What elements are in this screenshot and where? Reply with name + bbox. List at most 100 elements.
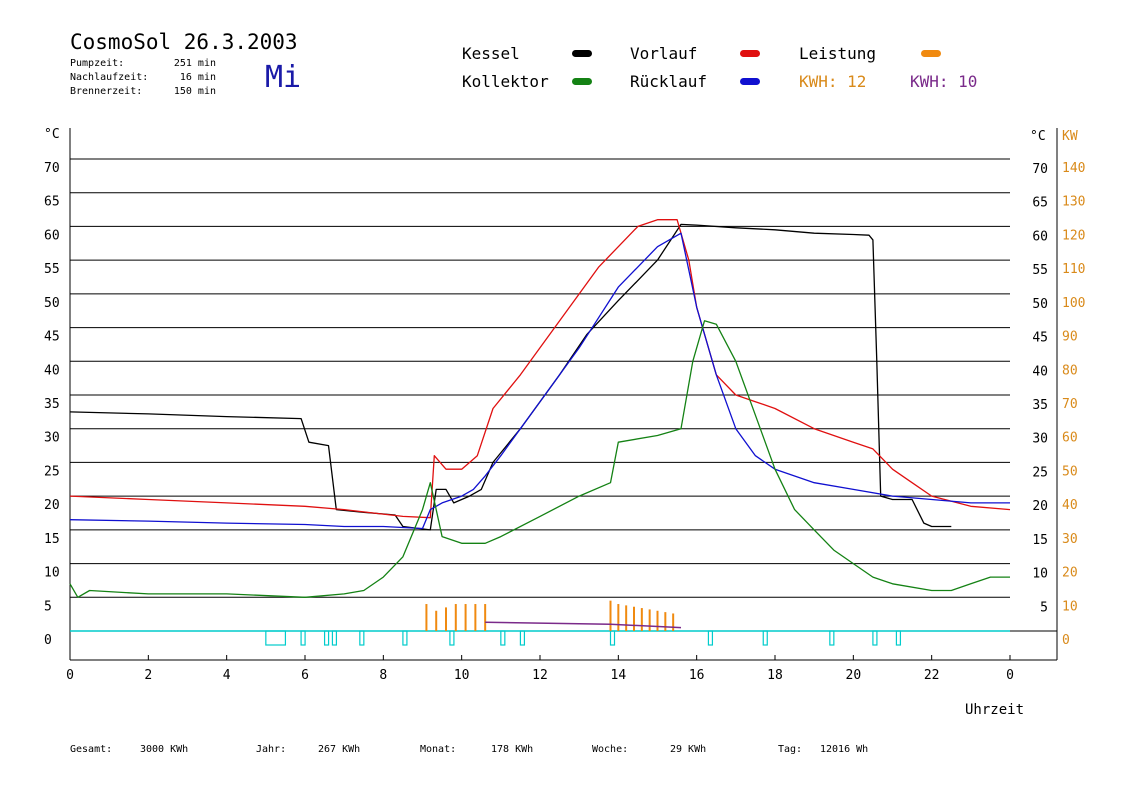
footer-label: Gesamt: xyxy=(70,744,113,755)
legend-swatch xyxy=(572,78,592,85)
x-tick-label: 0 xyxy=(1006,668,1014,683)
power-tick-label: 140 xyxy=(1062,161,1085,176)
x-tick-label: 18 xyxy=(767,668,783,683)
footer-value: 178 KWh xyxy=(491,744,534,755)
y-tick-label-right: 25 xyxy=(1032,465,1048,480)
legend-label: Kessel xyxy=(462,44,520,63)
status-bar xyxy=(895,630,902,646)
power-tick-label: 20 xyxy=(1062,566,1078,581)
power-tick-label: 70 xyxy=(1062,397,1078,412)
stat-row: Brennerzeit: 150 min xyxy=(70,86,216,97)
y-tick-label-right: 65 xyxy=(1032,196,1048,211)
legend-swatch xyxy=(572,50,592,57)
y-tick-label: 45 xyxy=(44,330,60,345)
legend-swatch xyxy=(921,50,941,57)
power-tick-label: 130 xyxy=(1062,195,1085,210)
y-tick-label: 65 xyxy=(44,195,60,210)
status-bar xyxy=(331,630,338,646)
stat-label: Brennerzeit: xyxy=(70,86,143,97)
y-tick-label: 60 xyxy=(44,228,60,243)
footer-value: 267 KWh xyxy=(318,744,361,755)
power-plateau xyxy=(485,621,682,629)
power-tick-label: 110 xyxy=(1062,262,1085,277)
y-tick-label: 20 xyxy=(44,498,60,513)
series-line-rücklauf xyxy=(69,232,1010,530)
status-bar xyxy=(300,630,306,646)
power-series xyxy=(425,600,682,631)
footer-label: Tag: xyxy=(778,744,803,755)
legend-label: Rücklauf xyxy=(630,72,708,91)
x-tick-label: 6 xyxy=(301,668,309,683)
y-tick-label-right: 60 xyxy=(1032,229,1048,244)
power-tick-label: 30 xyxy=(1062,532,1078,547)
y-axis-label-right-temp: °C xyxy=(1030,129,1046,144)
x-tick-label: 12 xyxy=(532,668,548,683)
y-tick-label: 5 xyxy=(44,599,52,614)
footer-label: Monat: xyxy=(420,744,457,755)
y-tick-label-right: 45 xyxy=(1032,331,1048,346)
legend-label: Leistung xyxy=(799,44,877,63)
series-line-kessel xyxy=(69,223,952,531)
kwh-readout: KWH: 12 xyxy=(799,72,867,91)
tick-labels: 0510152025303540455055606570510152025303… xyxy=(44,161,1085,683)
status-bar xyxy=(762,630,768,646)
axes xyxy=(69,128,1058,661)
y-tick-label-right: 10 xyxy=(1032,567,1048,582)
status-bar xyxy=(323,630,330,646)
series-lines xyxy=(69,219,1011,598)
y-axis-label-left: °C xyxy=(44,127,60,142)
x-tick-label: 8 xyxy=(379,668,387,683)
power-tick-label: 10 xyxy=(1062,599,1078,614)
x-tick-label: 10 xyxy=(454,668,470,683)
y-tick-label: 40 xyxy=(44,363,60,378)
y-tick-label: 30 xyxy=(44,431,60,446)
footer-value: 3000 KWh xyxy=(140,744,189,755)
x-tick-label: 20 xyxy=(846,668,862,683)
status-bar xyxy=(519,630,526,646)
x-tick-label: 22 xyxy=(924,668,940,683)
series-line-kollektor xyxy=(69,320,1010,598)
power-tick-label: 50 xyxy=(1062,464,1078,479)
stat-value: 16 min xyxy=(179,72,216,83)
y-tick-label-right: 20 xyxy=(1032,499,1048,514)
power-tick-label: 60 xyxy=(1062,431,1078,446)
power-tick-label: 90 xyxy=(1062,330,1078,345)
status-bar xyxy=(609,630,616,646)
status-bar xyxy=(449,630,455,646)
stat-row: Nachlaufzeit: 16 min xyxy=(70,72,216,83)
power-tick-label: 40 xyxy=(1062,498,1078,513)
status-bars xyxy=(70,630,1010,646)
stat-value: 150 min xyxy=(173,86,216,97)
status-bar xyxy=(359,630,365,646)
status-bar xyxy=(872,630,878,646)
y-tick-label-right: 35 xyxy=(1032,398,1048,413)
y-tick-label: 10 xyxy=(44,566,60,581)
legend-swatch xyxy=(740,50,760,57)
y-tick-label: 0 xyxy=(44,633,52,648)
legend-label: Kollektor xyxy=(462,72,549,91)
stat-value: 251 min xyxy=(173,58,216,69)
y-tick-label-right: 70 xyxy=(1032,162,1048,177)
footer-label: Woche: xyxy=(592,744,629,755)
x-tick-label: 16 xyxy=(689,668,705,683)
legend-swatch xyxy=(740,78,760,85)
y-tick-label-right: 5 xyxy=(1040,600,1048,615)
power-tick-label: 100 xyxy=(1062,296,1085,311)
y-tick-label-right: 30 xyxy=(1032,432,1048,447)
status-bar xyxy=(829,630,835,646)
footer-label: Jahr: xyxy=(256,744,287,755)
status-bar xyxy=(500,630,506,646)
y-tick-label: 50 xyxy=(44,296,60,311)
grid-lines xyxy=(70,158,1010,598)
weekday-label: Mi xyxy=(265,60,302,95)
chart-title: CosmoSol 26.3.2003 xyxy=(70,30,298,54)
y-tick-label: 25 xyxy=(44,464,60,479)
y-tick-label: 70 xyxy=(44,161,60,176)
x-axis-label: Uhrzeit xyxy=(965,702,1024,718)
stat-label: Nachlaufzeit: xyxy=(70,72,149,83)
legend-label: Vorlauf xyxy=(630,44,698,63)
y-tick-label: 55 xyxy=(44,262,60,277)
x-tick-label: 0 xyxy=(66,668,74,683)
stat-row: Pumpzeit: 251 min xyxy=(70,58,216,69)
